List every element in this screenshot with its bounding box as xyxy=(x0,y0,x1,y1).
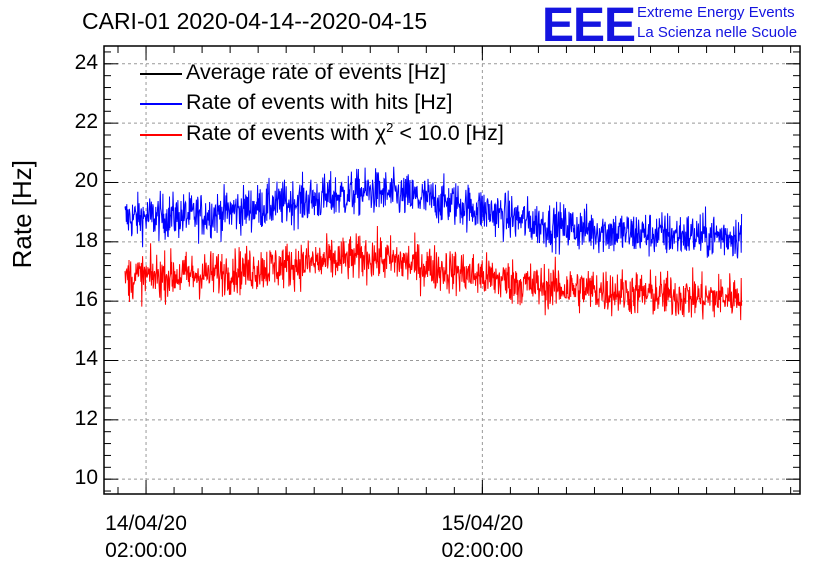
x-tick-date: 15/04/20 xyxy=(441,512,524,535)
y-tick-label: 14 xyxy=(74,347,98,371)
legend-average: Average rate of events [Hz] xyxy=(186,60,447,84)
legend-hits: Rate of events with hits [Hz] xyxy=(186,90,453,114)
x-tick-date: 14/04/20 xyxy=(105,512,187,535)
legend-chi2-suffix: < 10.0 [Hz] xyxy=(393,121,504,146)
y-tick-label: 10 xyxy=(74,466,98,490)
y-tick-label: 20 xyxy=(74,169,98,193)
legend-chi2: Rate of events with χ2 < 10.0 [Hz] xyxy=(186,120,504,146)
x-tick-label: 14/04/20 02:00:00 xyxy=(66,510,226,564)
plot-frame xyxy=(103,45,801,495)
series-line xyxy=(124,225,743,321)
y-tick-label: 22 xyxy=(74,110,98,134)
y-tick-label: 24 xyxy=(74,50,98,74)
y-axis-label-wrap: Rate [Hz] xyxy=(4,160,37,268)
legend-line-average xyxy=(140,73,182,75)
y-tick-label: 16 xyxy=(74,288,98,312)
axis-ticks xyxy=(104,46,800,494)
series-layer xyxy=(124,166,743,321)
legend-chi2-sup: 2 xyxy=(386,120,394,135)
series-line xyxy=(124,166,743,259)
chart-title: CARI-01 2020-04-14--2020-04-15 xyxy=(82,8,428,34)
legend-line-hits xyxy=(140,103,182,105)
y-tick-label: 18 xyxy=(74,228,98,252)
legend-chi2-symbol: χ xyxy=(374,121,387,146)
legend-line-chi2 xyxy=(140,134,182,136)
x-tick-label: 15/04/20 02:00:00 xyxy=(402,510,562,564)
eee-logo: EEE xyxy=(542,0,636,52)
x-tick-time: 02:00:00 xyxy=(441,539,524,562)
logo-line-2: La Scienza nelle Scuole xyxy=(637,24,798,41)
logo-line-1: Extreme Energy Events xyxy=(637,4,795,21)
y-axis-label: Rate [Hz] xyxy=(7,160,37,269)
y-tick-label: 12 xyxy=(74,406,98,430)
grid-lines xyxy=(104,46,800,494)
x-tick-time: 02:00:00 xyxy=(105,539,187,562)
legend-chi2-prefix: Rate of events with xyxy=(186,121,375,146)
